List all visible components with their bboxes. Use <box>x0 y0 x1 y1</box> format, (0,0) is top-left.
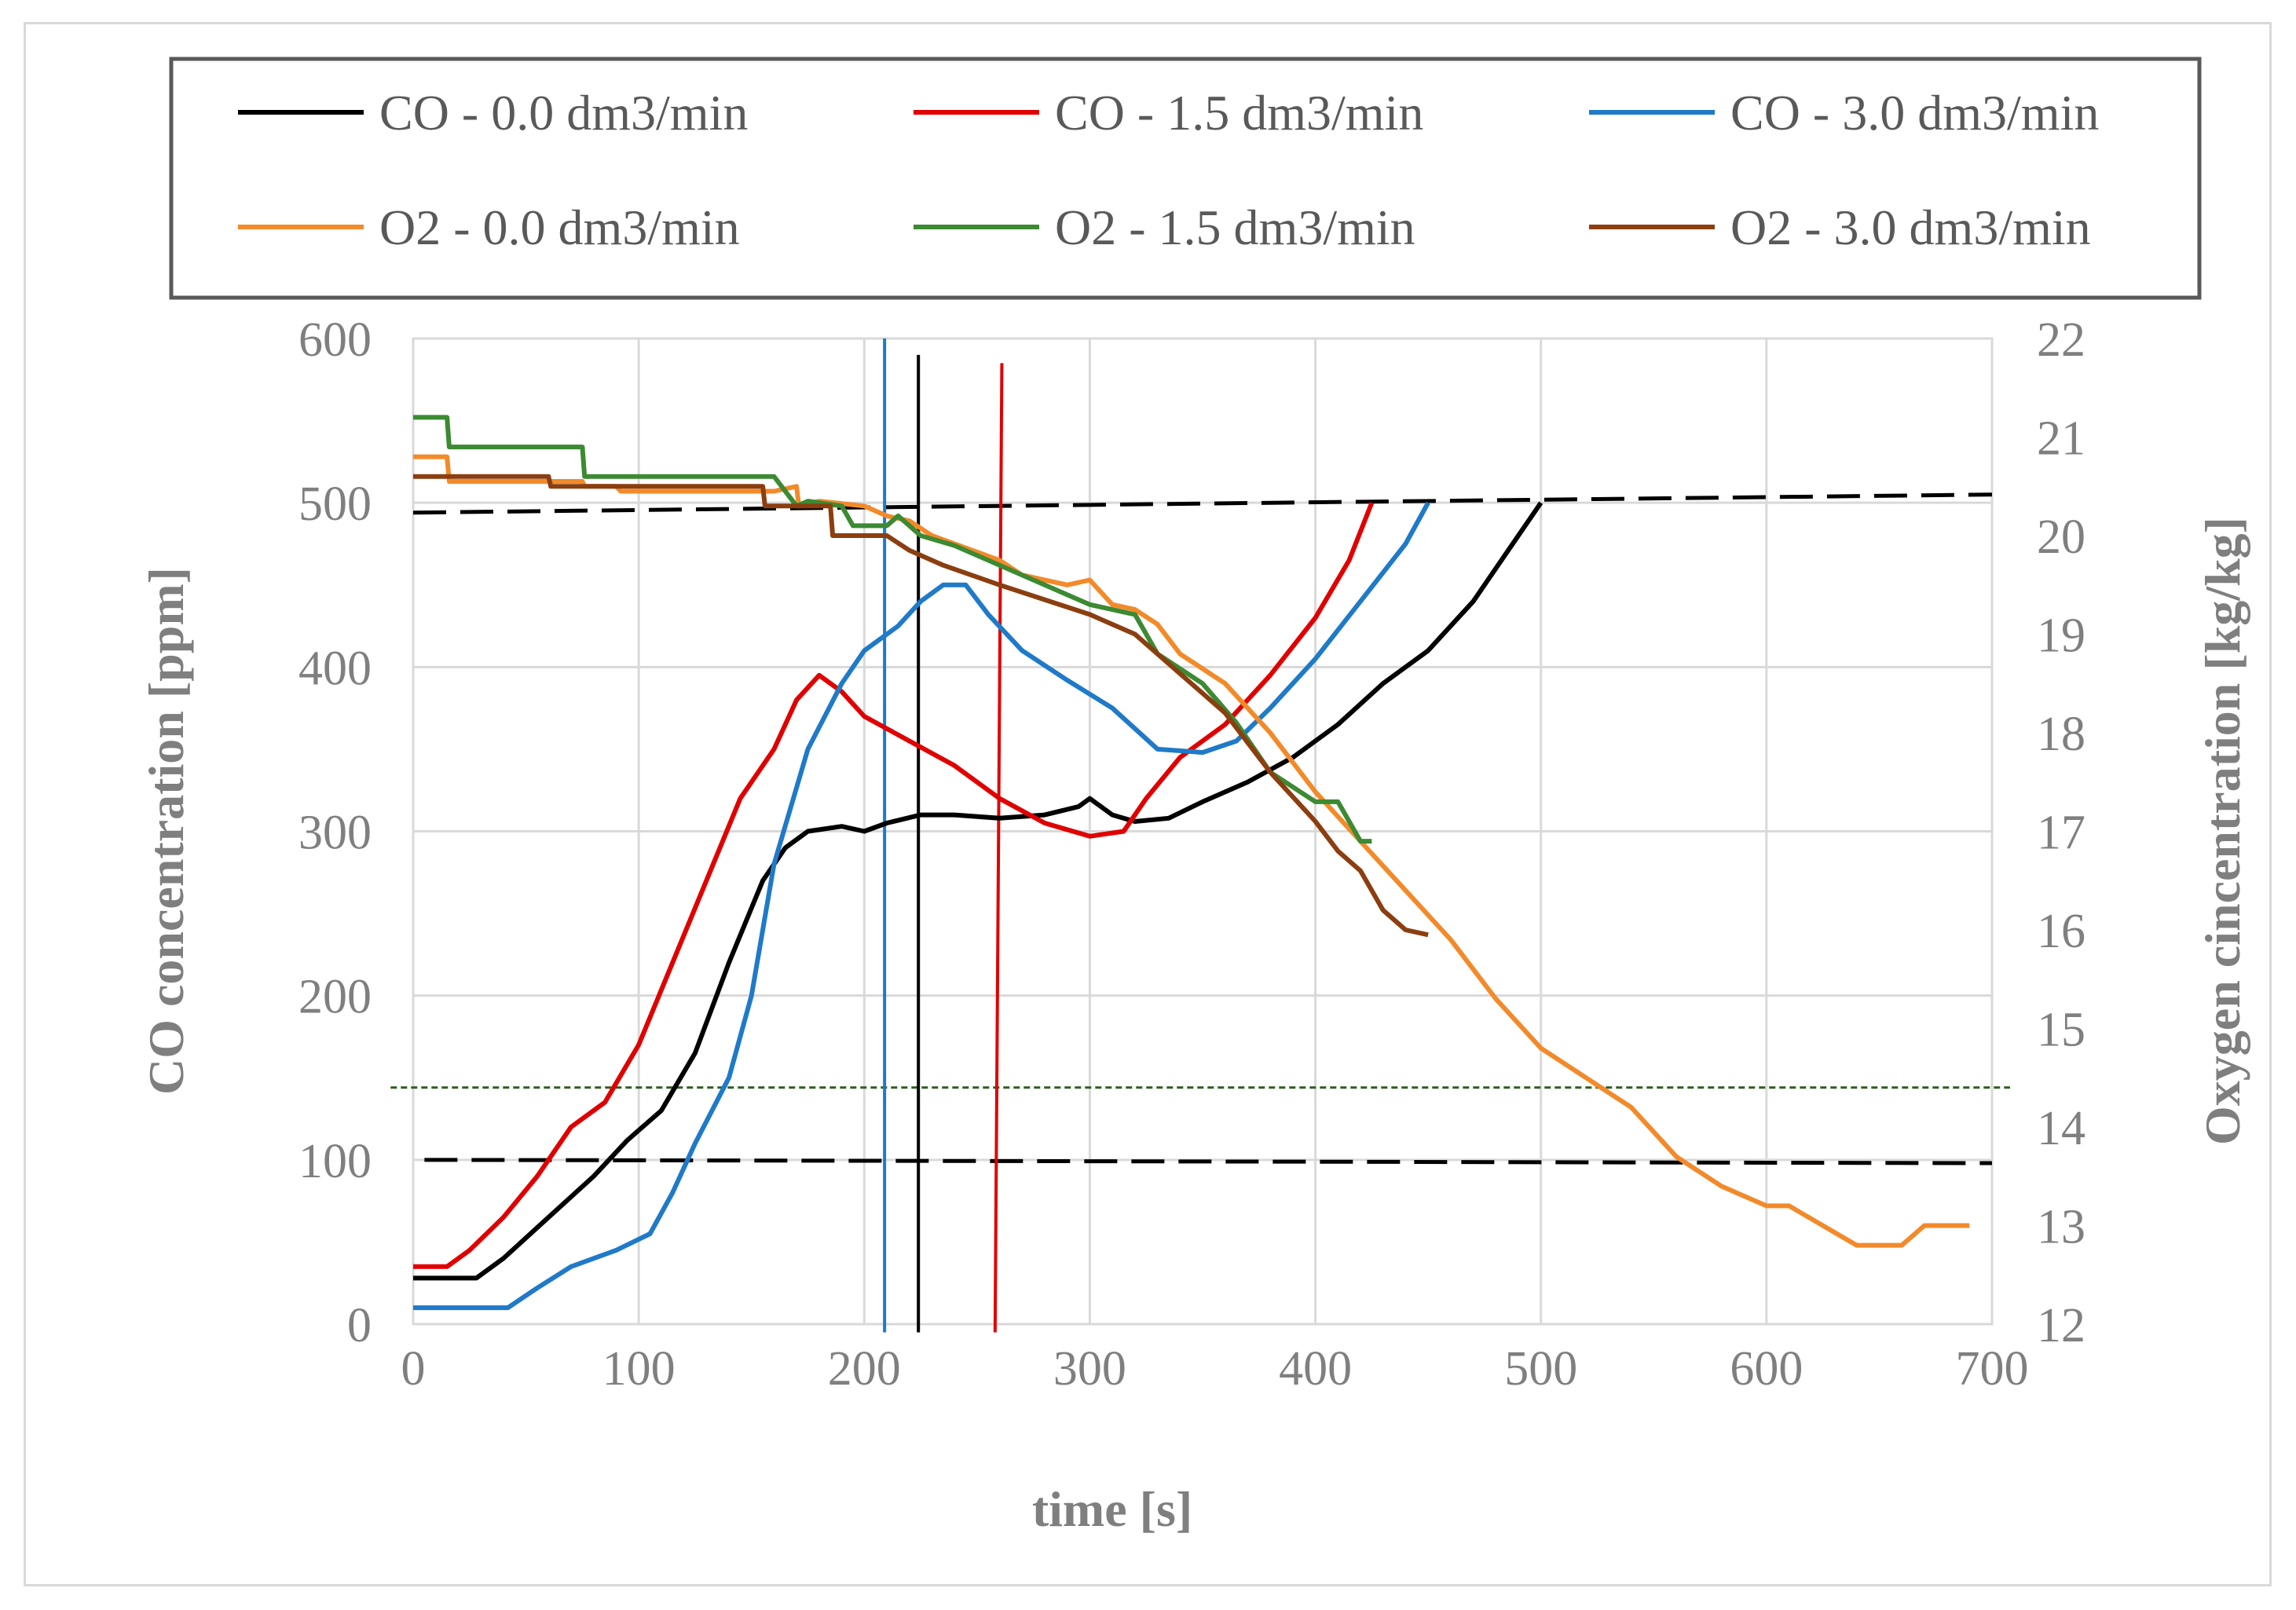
y2-tick-label: 16 <box>2037 905 2085 958</box>
x-tick-label: 300 <box>1053 1342 1126 1396</box>
y2-tick-label: 14 <box>2037 1102 2085 1155</box>
series-line-2 <box>413 502 1375 1269</box>
series-line-6 <box>413 474 1429 938</box>
legend-label-2: CO - 1.5 dm3/min <box>1055 85 1423 141</box>
y-tick-label: 200 <box>298 971 372 1024</box>
y-tick-label: 300 <box>298 807 372 860</box>
y2-tick-label: 17 <box>2037 807 2085 860</box>
plot-area <box>390 337 2010 1333</box>
y-axis-label: CO concentration [ppm] <box>138 567 194 1095</box>
y2-tick-label: 20 <box>2037 510 2085 564</box>
legend-label-6: O2 - 3.0 dm3/min <box>1730 199 2091 255</box>
legend-label-3: CO - 3.0 dm3/min <box>1730 85 2099 141</box>
reference-line-6 <box>993 363 1004 1333</box>
x-tick-label: 100 <box>602 1342 676 1396</box>
y2-tick-label: 19 <box>2037 609 2085 663</box>
x-tick-label: 200 <box>828 1342 901 1396</box>
legend: CO - 0.0 dm3/min CO - 1.5 dm3/min CO - 3.0… <box>169 57 2202 300</box>
x-tick-label: 600 <box>1730 1342 1803 1396</box>
y-tick-label: 400 <box>298 642 372 695</box>
y-tick-label: 500 <box>298 478 372 531</box>
legend-label-5: O2 - 1.5 dm3/min <box>1055 199 1415 255</box>
y-tick-label: 600 <box>298 313 372 367</box>
y2-tick-label: 13 <box>2037 1201 2085 1254</box>
legend-box <box>169 57 2202 300</box>
y-tick-label: 100 <box>298 1135 372 1188</box>
legend-label-1: CO - 0.0 dm3/min <box>379 85 748 141</box>
x-axis-label: time [s] <box>1032 1481 1192 1537</box>
series-line-4 <box>413 454 1970 1248</box>
y2-tick-label: 22 <box>2037 313 2085 367</box>
x-tick-label: 500 <box>1504 1342 1577 1396</box>
x-tick-label: 400 <box>1279 1342 1352 1396</box>
y2-tick-label: 21 <box>2037 412 2085 466</box>
series-lines <box>413 415 1970 1311</box>
y2-tick-label: 12 <box>2037 1299 2085 1352</box>
x-tick-label: 0 <box>401 1342 426 1396</box>
line-chart: CO - 0.0 dm3/min CO - 1.5 dm3/min CO - 3.0… <box>138 57 2250 1537</box>
tick-labels: 0 100 200 300 400 500 600 700 0 100 200 300 400 500 60… <box>298 313 2085 1396</box>
chart-frame: CO - 0.0 dm3/min CO - 1.5 dm3/min CO - 3.0… <box>24 22 2272 1586</box>
x-tick-label: 700 <box>1956 1342 2029 1396</box>
y2-tick-label: 18 <box>2037 708 2085 761</box>
axis-labels: time [s] CO concentration [ppm] Oxygen c… <box>138 517 2250 1537</box>
legend-label-4: O2 - 0.0 dm3/min <box>379 199 740 255</box>
reference-line-1 <box>412 492 1993 515</box>
series-line-3 <box>413 501 1430 1311</box>
y-tick-label: 0 <box>347 1299 372 1352</box>
series-line-1 <box>413 501 1543 1281</box>
y2-axis-label: Oxygen cincentration [kg/kg] <box>2195 517 2250 1145</box>
y2-tick-label: 15 <box>2037 1004 2085 1057</box>
